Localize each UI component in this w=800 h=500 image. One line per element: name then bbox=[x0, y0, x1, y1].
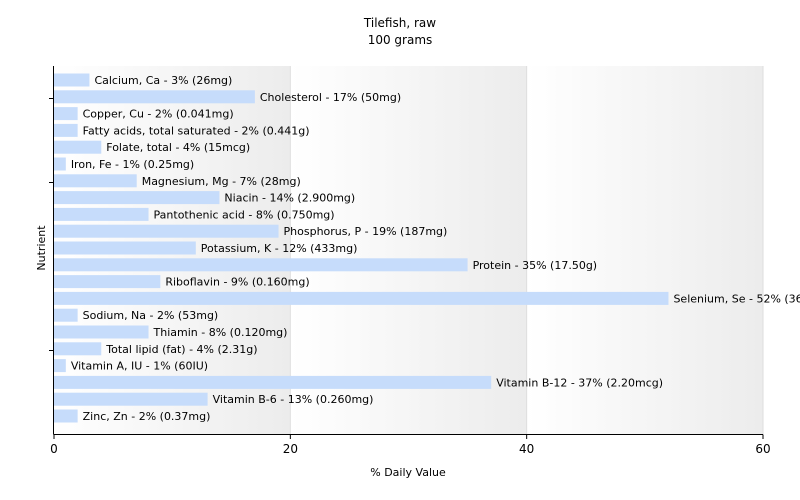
bar-label: Total lipid (fat) - 4% (2.31g) bbox=[105, 343, 257, 356]
bar-label: Calcium, Ca - 3% (26mg) bbox=[94, 74, 232, 87]
bar-label: Thiamin - 8% (0.120mg) bbox=[153, 326, 288, 339]
bar bbox=[54, 107, 78, 121]
bar-label: Sodium, Na - 2% (53mg) bbox=[83, 309, 219, 322]
bar bbox=[54, 308, 78, 322]
bar bbox=[54, 207, 149, 221]
bar-label: Vitamin B-6 - 13% (0.260mg) bbox=[213, 393, 374, 406]
x-tick-label: 0 bbox=[50, 442, 58, 456]
bar bbox=[54, 342, 102, 356]
bar bbox=[54, 241, 196, 255]
chart-title: Tilefish, raw bbox=[363, 16, 436, 30]
bar bbox=[54, 123, 78, 137]
grid-band bbox=[290, 66, 527, 434]
bar-label: Vitamin B-12 - 37% (2.20mcg) bbox=[496, 376, 663, 389]
bar bbox=[54, 392, 208, 406]
bar-label: Niacin - 14% (2.900mg) bbox=[224, 192, 355, 205]
bar-label: Magnesium, Mg - 7% (28mg) bbox=[142, 175, 301, 188]
bar-label: Folate, total - 4% (15mcg) bbox=[106, 141, 250, 154]
bar bbox=[54, 191, 220, 205]
y-axis-title: Nutrient bbox=[35, 225, 48, 271]
bar bbox=[54, 325, 149, 339]
bar bbox=[54, 157, 66, 171]
grid-band bbox=[526, 66, 763, 434]
bar-label: Copper, Cu - 2% (0.041mg) bbox=[83, 108, 234, 121]
bar-label: Iron, Fe - 1% (0.25mg) bbox=[71, 158, 194, 171]
bar bbox=[54, 291, 669, 305]
bar bbox=[54, 73, 90, 87]
bar bbox=[54, 359, 66, 373]
bar bbox=[54, 140, 102, 154]
bar bbox=[54, 258, 468, 272]
bar-label: Pantothenic acid - 8% (0.750mg) bbox=[154, 208, 335, 221]
bar-label: Potassium, K - 12% (433mg) bbox=[201, 242, 358, 255]
bar bbox=[54, 90, 255, 104]
bar-label: Zinc, Zn - 2% (0.37mg) bbox=[83, 410, 211, 423]
bar-label: Vitamin A, IU - 1% (60IU) bbox=[71, 360, 208, 373]
bar-label: Selenium, Se - 52% (36.5mcg) bbox=[673, 292, 800, 305]
x-axis-title: % Daily Value bbox=[370, 466, 446, 479]
x-tick-label: 20 bbox=[283, 442, 298, 456]
bar bbox=[54, 174, 137, 188]
bar bbox=[54, 224, 279, 238]
bar-label: Phosphorus, P - 19% (187mg) bbox=[284, 225, 448, 238]
bar-label: Riboflavin - 9% (0.160mg) bbox=[165, 276, 309, 289]
bar bbox=[54, 409, 78, 423]
bar bbox=[54, 275, 161, 289]
bar-label: Protein - 35% (17.50g) bbox=[473, 259, 598, 272]
chart-subtitle: 100 grams bbox=[368, 33, 433, 47]
x-tick-label: 60 bbox=[755, 442, 770, 456]
bar bbox=[54, 375, 492, 389]
x-tick-label: 40 bbox=[519, 442, 534, 456]
bar-label: Cholesterol - 17% (50mg) bbox=[260, 91, 401, 104]
bar-label: Fatty acids, total saturated - 2% (0.441… bbox=[83, 124, 310, 137]
